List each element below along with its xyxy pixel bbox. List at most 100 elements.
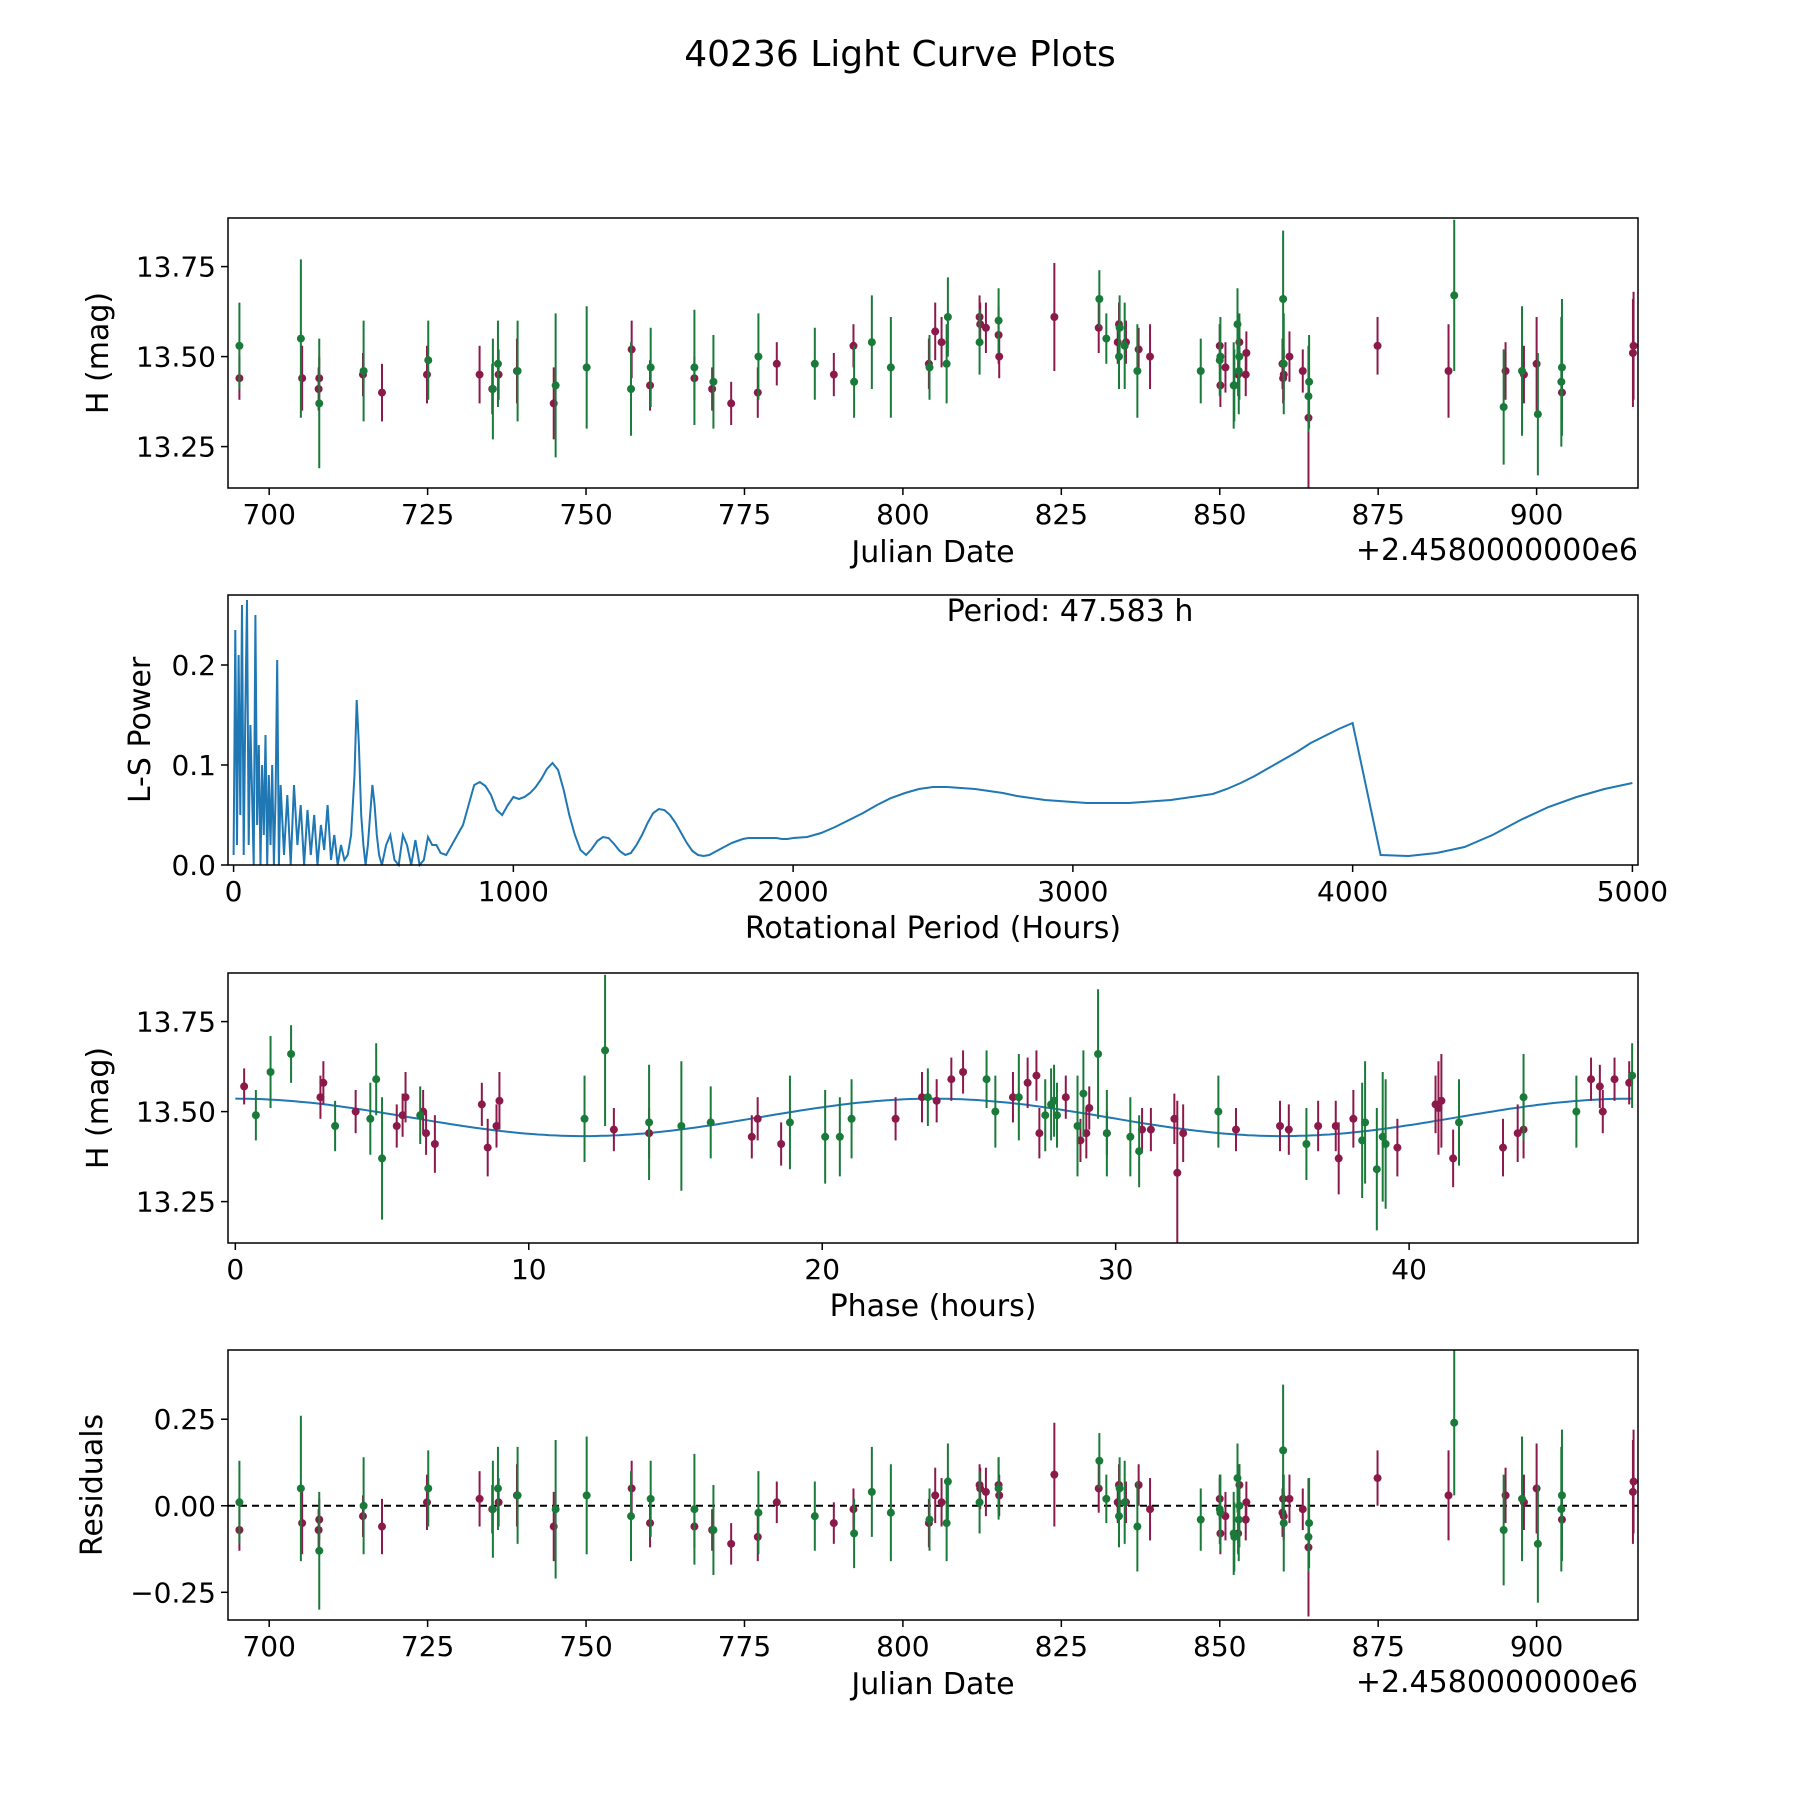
data-point (709, 377, 718, 386)
data-point (1173, 1168, 1182, 1177)
data-point (422, 370, 431, 379)
data-point (981, 1487, 990, 1496)
data-point (331, 1122, 340, 1130)
panel-phased-series (240, 974, 1637, 1243)
y-tick-label: 13.75 (136, 251, 216, 284)
data-point (1518, 1494, 1527, 1503)
x-tick-label: 750 (559, 1630, 612, 1663)
data-point (1085, 1104, 1094, 1112)
data-point (947, 1075, 956, 1084)
data-point (359, 1501, 368, 1510)
data-point (1372, 1165, 1381, 1174)
data-point (483, 1143, 492, 1152)
data-point (1302, 1140, 1311, 1148)
x-tick-label: 5000 (1597, 875, 1668, 908)
data-point (1230, 381, 1239, 390)
data-point (1115, 323, 1124, 332)
period-annotation: Period: 47.583 h (947, 594, 1194, 629)
data-point (1134, 1481, 1143, 1489)
data-point (1361, 1118, 1370, 1127)
data-point (424, 356, 433, 365)
data-point (1444, 1491, 1453, 1500)
x-tick-label: 1000 (478, 875, 549, 908)
x-tick-label: 800 (876, 1630, 929, 1663)
data-point (1373, 341, 1382, 350)
data-point (942, 1519, 951, 1528)
data-point (747, 1132, 756, 1141)
panel-phased-xlabel: Phase (hours) (830, 1289, 1037, 1324)
panel-lightcurve-frame (227, 217, 1639, 489)
panel-lightcurve-ylabel: H (mag) (81, 292, 116, 414)
x-tick-label: 4000 (1317, 875, 1388, 908)
data-point (1102, 1494, 1111, 1503)
x-tick-label: 3000 (1037, 875, 1108, 908)
x-tick-label: 850 (1193, 1630, 1246, 1663)
data-point (378, 1154, 387, 1163)
y-tick-label: 13.50 (136, 1096, 216, 1129)
data-point (1041, 1111, 1050, 1120)
data-point (1518, 367, 1527, 375)
data-point (359, 367, 368, 375)
y-tick-label: 13.25 (136, 1186, 216, 1219)
data-point (829, 370, 838, 379)
data-point (1216, 352, 1225, 361)
data-point (850, 1529, 859, 1538)
data-point (1444, 367, 1453, 375)
data-point (1557, 1491, 1566, 1500)
data-point (1275, 1122, 1284, 1130)
data-point (1629, 341, 1638, 350)
data-point (1513, 1129, 1522, 1138)
data-point (847, 1114, 856, 1123)
data-point (1061, 1093, 1070, 1102)
data-point (298, 1519, 307, 1528)
data-point (727, 1539, 736, 1548)
data-point (1242, 349, 1251, 357)
data-point (377, 1522, 386, 1531)
data-point (772, 1498, 781, 1507)
data-point (1235, 1501, 1244, 1510)
data-point (1533, 410, 1542, 419)
y-tick-label: 0.25 (154, 1403, 216, 1436)
data-point (886, 363, 895, 372)
panel-residuals-xlabel: Julian Date (849, 1667, 1014, 1702)
data-point (1285, 352, 1294, 361)
data-point (1135, 1147, 1144, 1156)
data-point (235, 341, 244, 350)
data-point (1314, 1122, 1323, 1130)
data-point (1032, 1071, 1041, 1080)
data-point (1499, 403, 1508, 411)
data-point (1595, 1082, 1604, 1091)
data-point (1298, 367, 1307, 375)
data-point (1279, 295, 1288, 303)
data-point (982, 1075, 991, 1084)
data-point (1050, 313, 1059, 321)
data-point (772, 359, 781, 368)
data-point (1094, 1050, 1103, 1058)
periodogram-line (232, 599, 1633, 868)
data-point (1230, 1532, 1239, 1541)
panel-residuals: 700 725 750 775 800 825 850 875 900 −0.25 0.00 0.25… (75, 1349, 1639, 1702)
data-point (551, 1505, 560, 1514)
data-point (627, 385, 636, 393)
data-point (943, 1477, 952, 1486)
x-tick-label: 750 (559, 498, 612, 531)
data-point (315, 1546, 324, 1555)
y-tick-label: 13.50 (136, 341, 216, 374)
data-point (1285, 1494, 1294, 1503)
x-tick-label: 725 (401, 1630, 454, 1663)
data-point (1279, 359, 1288, 368)
data-point (931, 327, 940, 336)
data-point (424, 1484, 433, 1493)
data-point (1499, 1143, 1508, 1152)
panel-residuals-ticks: 700 725 750 775 800 825 850 875 900 −0.25 0.00 0.25 (130, 1403, 1563, 1663)
panel-residuals-ylabel: Residuals (75, 1414, 110, 1556)
panel-lightcurve: 700 725 750 775 800 825 850 875 900 13.25 13.50 13.… (81, 217, 1639, 570)
data-point (1437, 1096, 1446, 1105)
data-point (975, 1498, 984, 1507)
data-point (1628, 1071, 1637, 1080)
x-tick-label: 725 (401, 498, 454, 531)
data-point (709, 1526, 718, 1534)
data-point (821, 1132, 830, 1141)
data-point (923, 1093, 932, 1102)
data-point (1073, 1122, 1082, 1130)
